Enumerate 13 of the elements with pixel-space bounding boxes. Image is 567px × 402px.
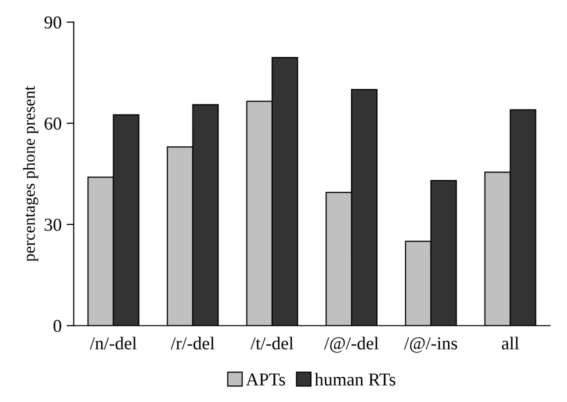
y-tick-label: 0	[54, 320, 62, 332]
x-tick-label: /n/-del	[90, 336, 137, 350]
y-axis-title: percentages phone present	[23, 86, 38, 262]
x-tick-label: /@/-del	[324, 336, 379, 353]
y-tick-label: 30	[44, 218, 62, 231]
x-tick-label: all	[502, 336, 519, 350]
x-tick-label: /t/-del	[250, 336, 294, 350]
legend-label: human RTs	[314, 372, 396, 386]
legend-label: APTs	[246, 373, 286, 386]
y-tick-label: 90	[44, 16, 62, 29]
x-tick-label: /@/-ins	[404, 337, 458, 353]
y-tick-label: 60	[44, 118, 62, 130]
x-tick-label: /r/-del	[170, 336, 214, 350]
